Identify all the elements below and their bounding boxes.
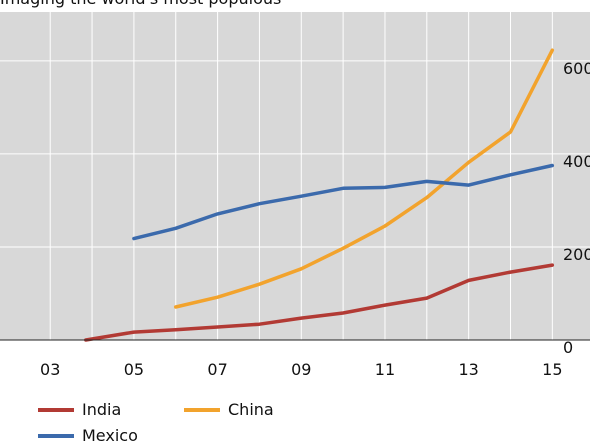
legend-label-china: China xyxy=(228,400,274,419)
x-tick-label: 07 xyxy=(207,360,227,379)
series-line-mexico xyxy=(132,163,555,241)
chart-title: Imaging the world's most populous xyxy=(0,0,281,8)
x-tick-label: 15 xyxy=(542,360,562,379)
x-tick-label: 05 xyxy=(124,360,144,379)
x-tick-label: 13 xyxy=(458,360,478,379)
x-tick-label: 09 xyxy=(291,360,311,379)
legend-item-mexico: Mexico xyxy=(38,426,138,445)
plot-background xyxy=(0,12,590,340)
x-tick-label: 03 xyxy=(40,360,60,379)
legend-swatch-china xyxy=(184,407,220,412)
y-tick-label: 600 xyxy=(563,59,590,78)
series-line-china xyxy=(173,48,555,309)
legend-item-china: China xyxy=(184,400,274,419)
legend-item-india: India xyxy=(38,400,121,419)
x-tick-label: 11 xyxy=(375,360,395,379)
y-tick-label: 0 xyxy=(563,338,573,357)
legend-swatch-india xyxy=(38,407,74,412)
series-line-india xyxy=(84,263,555,342)
y-tick-label: 200 xyxy=(563,245,590,264)
y-tick-label: 400 xyxy=(563,152,590,171)
legend-label-india: India xyxy=(82,400,122,419)
legend-label-mexico: Mexico xyxy=(82,426,138,445)
legend-swatch-mexico xyxy=(38,433,74,438)
